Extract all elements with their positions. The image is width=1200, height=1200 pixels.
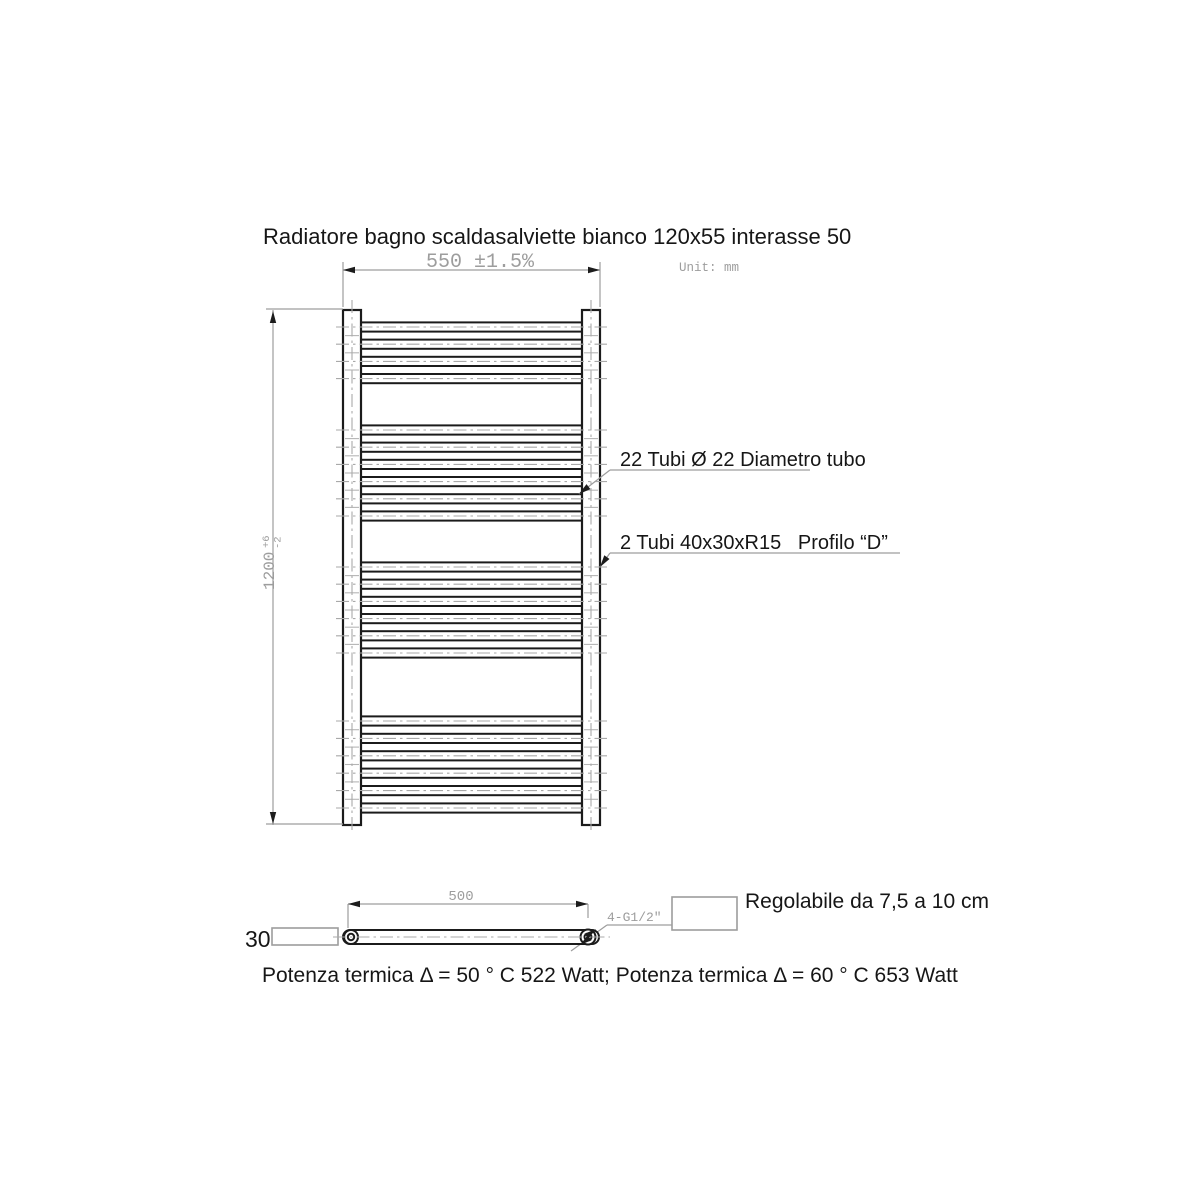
depth-dim-bracket	[271, 927, 339, 946]
arrowhead	[600, 555, 610, 567]
depth-dim-text: 30	[245, 926, 271, 952]
dimension-lines	[266, 262, 900, 952]
thermal-power-text: Potenza termica Δ = 50 ° C 522 Watt; Pot…	[262, 964, 958, 987]
bottom-view	[271, 896, 738, 946]
height-tol-minus: -2	[273, 536, 285, 549]
adjustable-label: Regolabile da 7,5 a 10 cm	[745, 890, 989, 913]
height-tol-plus: +6	[261, 535, 273, 548]
tubes-count-label: 22 Tubi Ø 22 Diametro tubo	[620, 449, 866, 471]
adjustable-range-box	[671, 896, 738, 931]
interaxis-dim-text: 500	[448, 889, 473, 905]
arrowhead	[579, 484, 591, 494]
height-dim-text-group: 1200 +6 -2	[261, 535, 285, 590]
height-dim-text: 1200	[261, 552, 279, 590]
width-dim-text: 550 ±1.5%	[426, 251, 535, 274]
arrowhead	[343, 266, 355, 274]
arrowhead	[576, 900, 588, 908]
arrowhead	[348, 900, 360, 908]
profile-d-label: 2 Tubi 40x30xR15 Profilo “D”	[620, 532, 888, 554]
arrowhead	[580, 935, 592, 945]
unit-note: Unit: mm	[679, 261, 739, 275]
arrowhead	[269, 311, 277, 323]
arrowheads-layer	[269, 266, 610, 945]
drawing-title: Radiatore bagno scaldasalviette bianco 1…	[263, 224, 851, 249]
connection-label: 4-G1/2″	[607, 910, 662, 925]
centerlines-layer	[336, 326, 607, 809]
arrowhead	[588, 266, 600, 274]
arrowhead	[269, 812, 277, 824]
